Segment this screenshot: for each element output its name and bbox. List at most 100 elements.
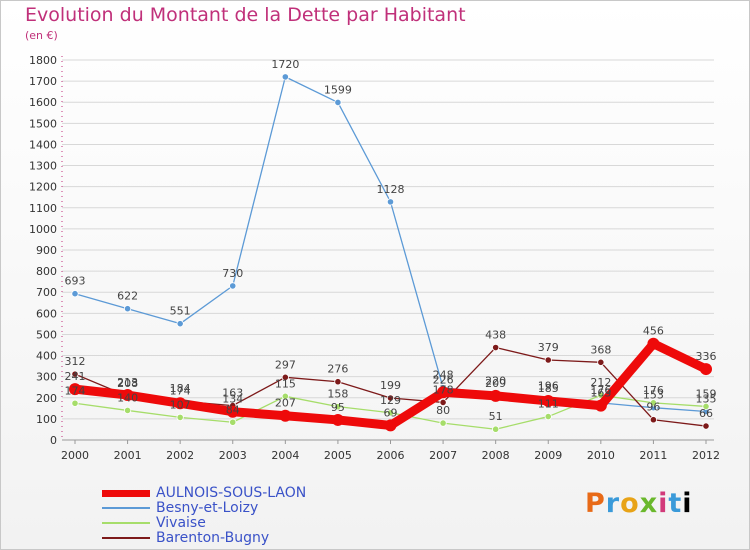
data-label: 66 — [699, 407, 713, 420]
x-tick-label: 2007 — [429, 449, 457, 462]
series-2-point — [386, 409, 395, 417]
y-tick-label: 400 — [36, 350, 57, 363]
y-tick-label: 1200 — [29, 181, 57, 194]
data-label: 84 — [226, 403, 240, 416]
data-label: 69 — [384, 406, 398, 419]
x-tick-label: 2008 — [482, 449, 510, 462]
series-2-point — [281, 392, 289, 400]
data-label: 226 — [433, 373, 454, 386]
data-label: 199 — [380, 379, 401, 392]
data-label: 241 — [65, 370, 86, 383]
x-tick-label: 2011 — [639, 449, 667, 462]
data-label: 551 — [170, 305, 191, 318]
y-tick-label: 1600 — [29, 96, 57, 109]
series-4-point — [594, 399, 607, 412]
x-tick-label: 2009 — [534, 449, 562, 462]
series-4-point — [174, 397, 187, 410]
series-2-point — [123, 406, 132, 415]
series-line-1 — [74, 76, 707, 413]
data-label: 174 — [170, 384, 191, 397]
legend-swatch-aulnois — [102, 490, 150, 497]
x-tick-label: 2001 — [114, 449, 142, 462]
data-label: 196 — [538, 380, 559, 393]
data-label: 1720 — [271, 58, 299, 71]
y-tick-label: 700 — [36, 286, 57, 299]
x-tick-label: 2012 — [692, 449, 720, 462]
series-1-point — [281, 73, 289, 81]
data-label: 163 — [590, 387, 611, 400]
y-tick-label: 800 — [36, 265, 57, 278]
legend-swatch-barenton — [102, 537, 150, 539]
legend-swatch-vivaise — [102, 522, 150, 524]
data-label: 80 — [436, 404, 450, 417]
series-4-point — [647, 337, 660, 350]
y-tick-label: 200 — [36, 392, 57, 405]
data-label: 134 — [222, 393, 243, 406]
data-label: 158 — [327, 388, 348, 401]
data-label: 248 — [433, 369, 454, 382]
series-3-point — [386, 394, 395, 402]
series-1-point — [229, 282, 237, 290]
data-label: 129 — [380, 394, 401, 407]
series-3-point — [281, 373, 289, 381]
y-tick-label: 0 — [50, 434, 57, 447]
data-label: 174 — [65, 384, 86, 397]
data-label: 185 — [538, 382, 559, 395]
data-label: 207 — [275, 397, 296, 410]
data-label: 276 — [327, 363, 348, 376]
x-tick-label: 2006 — [377, 449, 405, 462]
y-tick-label: 1800 — [29, 54, 57, 67]
series-4-point — [331, 413, 344, 426]
series-2-point — [492, 425, 500, 433]
series-2-point — [439, 419, 447, 427]
data-label: 213 — [117, 376, 138, 389]
y-tick-label: 100 — [36, 413, 57, 426]
series-3-point — [334, 378, 342, 386]
series-1-point — [386, 198, 395, 206]
data-label: 1599 — [324, 83, 352, 96]
y-tick-label: 1500 — [29, 117, 57, 130]
series-2-point — [649, 399, 658, 407]
data-label: 163 — [222, 387, 243, 400]
data-label: 95 — [331, 401, 345, 414]
series-3-point — [544, 356, 552, 364]
x-tick-label: 2004 — [271, 449, 299, 462]
series-3-point — [71, 370, 79, 378]
data-label: 140 — [117, 391, 138, 404]
data-label: 336 — [696, 350, 717, 363]
series-2-point — [702, 402, 710, 411]
data-label: 297 — [275, 358, 296, 371]
data-label: 693 — [65, 275, 86, 288]
x-tick-label: 2003 — [219, 449, 247, 462]
data-label: 456 — [643, 325, 664, 338]
series-4-point — [437, 386, 450, 399]
y-tick-label: 1000 — [29, 223, 57, 236]
series-4-point — [542, 394, 555, 407]
data-label: 176 — [643, 384, 664, 397]
y-tick-label: 900 — [36, 244, 57, 257]
series-3-point — [492, 343, 500, 352]
y-tick-label: 1100 — [29, 202, 57, 215]
x-tick-label: 2002 — [166, 449, 194, 462]
series-3-point — [597, 358, 605, 366]
data-label: 96 — [646, 401, 660, 414]
data-label: 115 — [275, 377, 296, 390]
data-label: 368 — [590, 343, 611, 356]
data-label: 178 — [433, 383, 454, 396]
data-label: 208 — [117, 377, 138, 390]
legend-label-vivaise: Vivaise — [156, 515, 206, 531]
data-label: 220 — [485, 375, 506, 388]
series-1-point — [334, 98, 342, 107]
series-2-point — [229, 418, 237, 426]
series-1-point — [176, 320, 184, 328]
series-1-point — [71, 290, 79, 298]
series-1-point — [123, 305, 132, 313]
data-label: 312 — [65, 355, 86, 368]
page-title: Evolution du Montant de la Dette par Hab… — [25, 4, 466, 26]
x-tick-label: 2005 — [324, 449, 352, 462]
series-2-point — [544, 412, 552, 421]
legend-label-aulnois: AULNOIS-SOUS-LAON — [156, 485, 307, 501]
unit-subtitle: (en €) — [25, 29, 58, 42]
series-4-point — [384, 419, 397, 432]
series-4-point — [69, 383, 81, 396]
